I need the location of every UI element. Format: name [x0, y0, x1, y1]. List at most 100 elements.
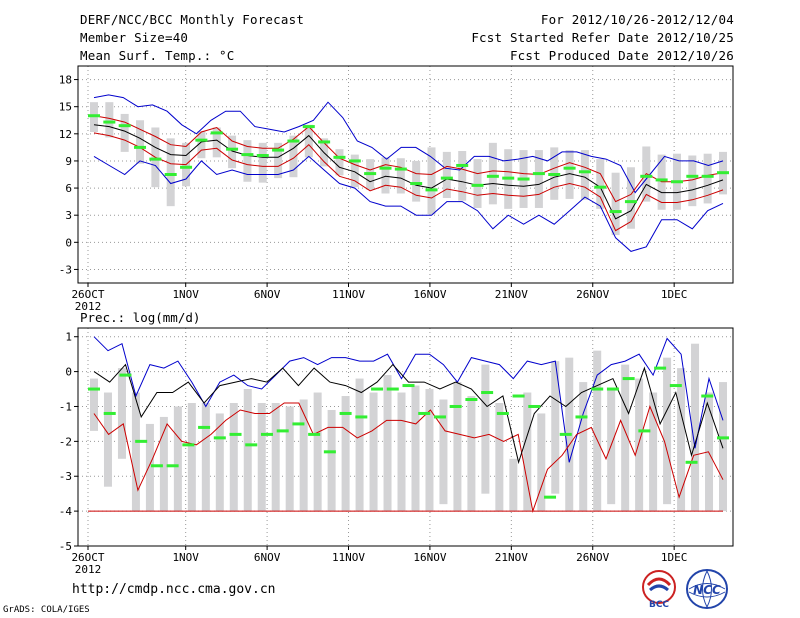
- prec-ytick-label: -5: [59, 540, 72, 553]
- prec-observed-mark: [229, 432, 242, 436]
- temp-observed-mark: [241, 153, 254, 157]
- temp-observed-mark: [287, 139, 300, 143]
- temp-observed-mark: [456, 163, 469, 167]
- temp-ensemble-bar: [228, 135, 237, 169]
- temp-observed-mark: [134, 145, 147, 149]
- prec-ytick-label: -3: [59, 470, 72, 483]
- prec-observed-mark: [339, 411, 352, 415]
- temp-xtick-label: 26NOV: [576, 288, 609, 301]
- prec-observed-mark: [182, 443, 195, 447]
- temp-observed-mark: [149, 157, 162, 161]
- temp-year-label: 2012: [75, 300, 102, 313]
- prec-xtick-label: 26OCT: [71, 551, 104, 564]
- prec-ensemble-bar: [523, 392, 532, 512]
- prec-xtick-label: 26NOV: [576, 551, 609, 564]
- temp-mean-line: [93, 124, 724, 220]
- prec-year-label: 2012: [75, 563, 102, 576]
- prec-observed-mark: [622, 377, 635, 381]
- temp-ensemble-bar: [396, 158, 405, 194]
- prec-ensemble-bar: [369, 392, 378, 512]
- temp-ensemble-bar: [534, 150, 543, 208]
- temp-ensemble-bar: [626, 167, 635, 229]
- temp-ensemble-bar: [580, 150, 589, 200]
- prec-ensemble-bar: [677, 368, 686, 512]
- prec-ensemble-bar: [551, 361, 560, 494]
- variable-label: Mean Surf. Temp.: °C: [80, 48, 235, 63]
- prec-observed-mark: [402, 384, 415, 388]
- temp-observed-mark: [103, 120, 116, 124]
- temp-ensemble-bar: [688, 155, 697, 207]
- temp-ensemble-bar: [274, 142, 283, 179]
- temp-observed-mark: [624, 200, 637, 204]
- temp-observed-mark: [379, 166, 392, 170]
- temp-xtick-label: 1DEC: [661, 288, 688, 301]
- temp-observed-mark: [256, 154, 269, 158]
- temp-frame: [77, 65, 734, 284]
- temp-observed-mark: [471, 183, 484, 187]
- prec-ensemble-bar: [397, 392, 406, 512]
- chart-title: DERF/NCC/BCC Monthly Forecast: [80, 12, 305, 27]
- prec-ytick-label: 1: [65, 331, 72, 344]
- prec-observed-mark: [717, 436, 729, 440]
- temp-observed-mark: [348, 159, 361, 163]
- prec-observed-mark: [433, 415, 446, 419]
- prec-observed-mark: [119, 373, 132, 377]
- prec-ensemble-bar: [285, 406, 294, 512]
- temp-max-line: [93, 94, 724, 194]
- temp-min-line: [93, 155, 724, 252]
- temp-ensemble-bar: [596, 159, 605, 209]
- temp-ytick-label: 3: [65, 209, 72, 222]
- temp-ytick-label: -3: [59, 263, 72, 276]
- prec-ensemble-bar: [425, 389, 434, 512]
- prec-ensemble-bar: [537, 413, 546, 512]
- temp-observed-mark: [440, 176, 453, 180]
- temp-ensemble-bar: [488, 142, 497, 205]
- temp-observed-mark: [118, 124, 131, 128]
- source-url[interactable]: http://cmdp.ncc.cma.gov.cn: [72, 582, 276, 597]
- prec-ensemble-bar: [649, 392, 658, 512]
- prec-observed-mark: [371, 387, 384, 391]
- temp-observed-mark: [394, 167, 407, 171]
- temp-ytick-label: 9: [65, 155, 72, 168]
- temp-ytick-label: 18: [59, 74, 72, 87]
- prec-observed-mark: [276, 429, 289, 433]
- prec-panel: -5 -4 -3 -2 -1 0 1 26OCT 1NOV 6NOV 11NOV 16NOV 21NOV…: [59, 310, 734, 576]
- prec-ensemble-bar: [145, 423, 154, 512]
- prec-ensemble-bar: [341, 396, 350, 512]
- temp-ensemble-bar: [197, 131, 206, 159]
- temp-observed-mark: [609, 210, 622, 214]
- temp-ensemble-bar: [258, 142, 267, 183]
- prec-observed-mark: [449, 404, 462, 408]
- member-size-label: Member Size=40: [80, 30, 189, 45]
- temp-observed-mark: [333, 155, 346, 159]
- prec-observed-mark: [654, 366, 667, 370]
- temp-xtick-label: 6NOV: [254, 288, 281, 301]
- prec-ensemble-bar: [383, 375, 392, 512]
- temp-ensemble-bar: [105, 102, 114, 138]
- temp-ensemble-bar: [412, 160, 421, 202]
- prec-observed-mark: [559, 432, 572, 436]
- temp-observed-mark: [532, 172, 545, 176]
- prec-ensemble-bar: [705, 392, 714, 512]
- temp-observed-mark: [517, 177, 530, 181]
- prec-observed-mark: [528, 404, 541, 408]
- prec-observed-mark: [465, 398, 478, 402]
- prec-observed-mark: [135, 439, 148, 443]
- prec-ensemble-bar: [215, 413, 224, 512]
- prec-ensemble-bar: [355, 378, 364, 512]
- forecast-produced-date: Fcst Produced Date 2012/10/26: [509, 48, 734, 63]
- temp-ensemble-bar: [611, 172, 620, 236]
- temp-ensemble-bar: [166, 138, 175, 207]
- prec-ytick-label: 0: [65, 366, 72, 379]
- prec-ensemble-bar: [229, 402, 238, 512]
- prec-observed-mark: [418, 411, 431, 415]
- temp-ensemble-bar: [136, 120, 145, 164]
- forecast-period: For 2012/10/26-2012/12/04: [540, 12, 734, 27]
- temp-ensemble-bar: [381, 157, 390, 194]
- prec-observed-mark: [150, 464, 163, 468]
- temp-ensemble-bar: [289, 135, 298, 178]
- prec-observed-mark: [103, 411, 116, 415]
- temp-observed-mark: [364, 172, 377, 176]
- prec-observed-mark: [198, 425, 211, 429]
